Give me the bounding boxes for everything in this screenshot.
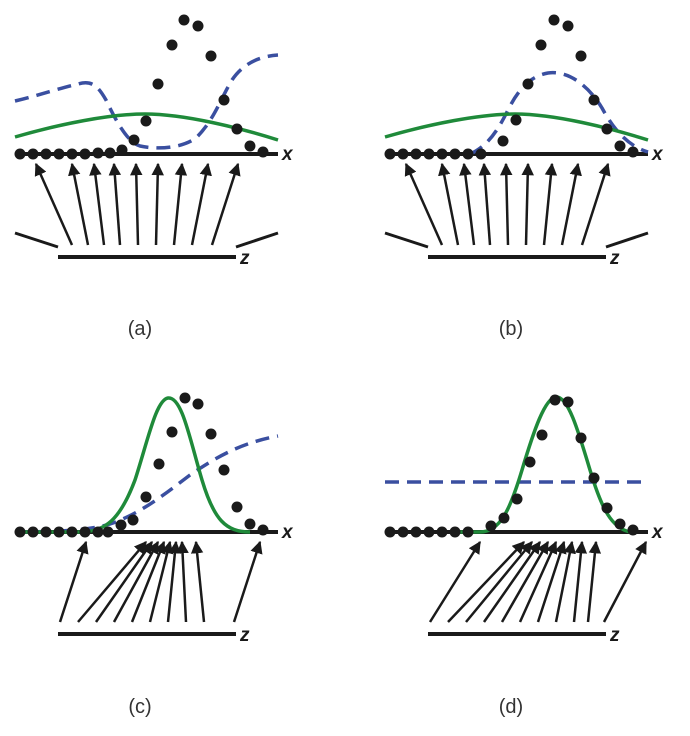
panel-caption: (d) <box>499 696 523 718</box>
z-axis-label: z <box>609 625 620 646</box>
panel-caption: (b) <box>499 318 523 340</box>
z-axis-label: z <box>609 248 620 269</box>
right-boundary-line <box>235 231 279 249</box>
left-boundary-line <box>14 231 59 249</box>
panel-b: x z <box>384 14 664 340</box>
z-axis-label: z <box>239 248 250 269</box>
model-distribution-curve <box>15 396 251 534</box>
mapping-arrows <box>34 162 241 246</box>
x-axis-label: x <box>651 522 664 543</box>
data-distribution-curve <box>14 434 279 534</box>
discriminator-dots <box>384 14 639 160</box>
discriminator-dots <box>384 394 639 538</box>
panel-caption: (a) <box>128 318 152 340</box>
panel-d: x z <box>384 394 664 718</box>
x-axis-label: x <box>651 144 664 165</box>
mapping-arrows <box>404 162 611 246</box>
discriminator-dots <box>14 392 269 538</box>
discriminator-dots <box>14 14 269 160</box>
x-axis-label: x <box>281 522 294 543</box>
mapping-arrows <box>428 540 648 623</box>
panel-c: x z <box>14 392 294 718</box>
panel-caption: (c) <box>128 696 151 718</box>
mapping-arrows <box>58 540 263 623</box>
data-distribution-curve <box>14 53 279 150</box>
z-axis-label: z <box>239 625 250 646</box>
panel-a: x z <box>14 14 294 340</box>
left-boundary-line <box>384 231 429 249</box>
data-distribution-curve <box>469 71 649 156</box>
right-boundary-line <box>605 231 649 249</box>
x-axis-label: x <box>281 144 294 165</box>
